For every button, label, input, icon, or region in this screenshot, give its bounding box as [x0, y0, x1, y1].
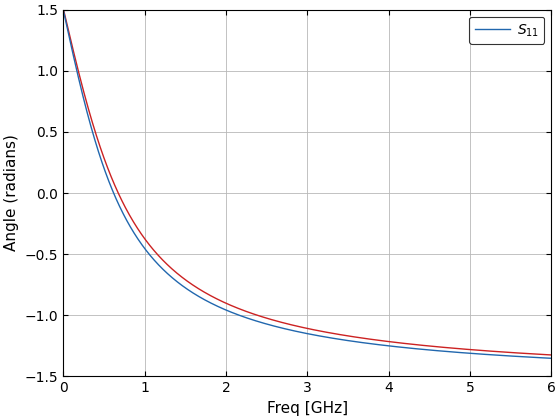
X-axis label: Freq [GHz]: Freq [GHz] [267, 401, 348, 416]
$S_{11}$ [72, 61, 78, 66]
Line: $S_{11}$: $S_{11}$ [63, 10, 552, 358]
$S_{11}$ [548, 356, 555, 361]
$S_{11}$ [319, 334, 325, 339]
Legend: $S_{11}$: $S_{11}$ [469, 17, 544, 44]
$S_{11}$ [172, 278, 179, 284]
$S_{11}$ [110, 190, 116, 195]
$S_{11}$ [70, 52, 77, 57]
$S_{11}$ [90, 130, 96, 135]
$S_{11}$ [60, 8, 67, 13]
Y-axis label: Angle (radians): Angle (radians) [4, 134, 19, 252]
